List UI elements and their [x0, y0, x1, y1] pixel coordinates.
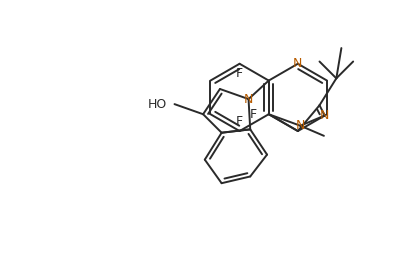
Text: F: F: [236, 115, 243, 128]
Text: F: F: [236, 67, 243, 80]
Text: N: N: [320, 109, 330, 122]
Text: N: N: [293, 57, 302, 70]
Text: N: N: [296, 119, 305, 132]
Text: HO: HO: [147, 98, 166, 111]
Text: F: F: [250, 108, 257, 121]
Text: N: N: [244, 93, 253, 106]
